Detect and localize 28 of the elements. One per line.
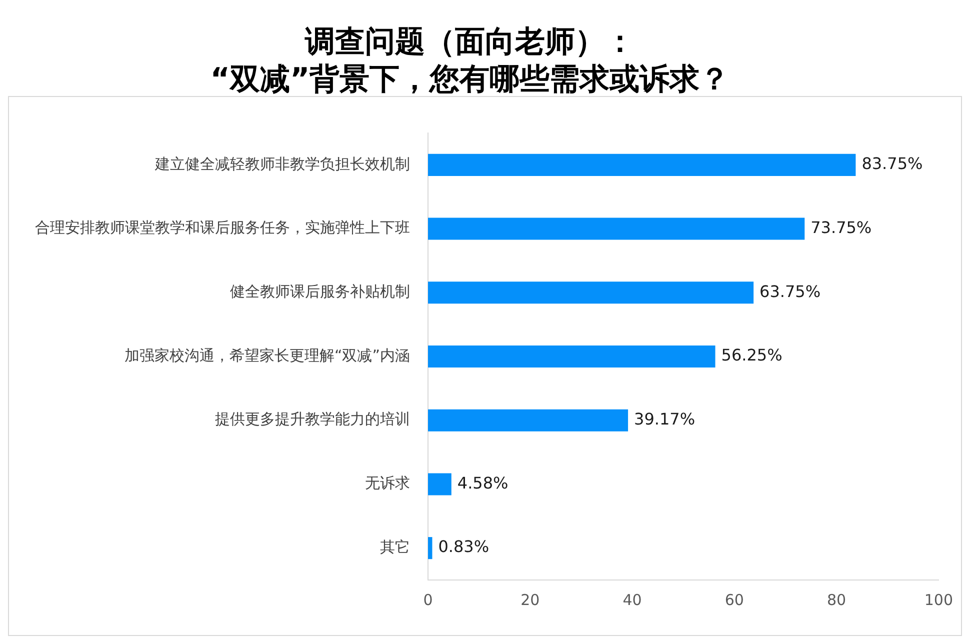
x-tick-label: 60 [724,590,744,609]
data-label: 0.83% [438,537,490,556]
bar [428,218,805,240]
data-label: 56.25% [721,346,782,365]
data-label: 4.58% [457,473,508,492]
y-tick-label: 合理安排教师课堂教学和课后服务任务，实施弹性上下班 [35,218,410,237]
bar [428,537,432,560]
y-tick-label: 健全教师课后服务补贴机制 [230,282,410,301]
x-tick-label: 20 [520,590,540,609]
bar [428,473,452,496]
y-tick-label: 建立健全减轻教师非教学负担长效机制 [154,154,410,173]
x-tick-label: 100 [924,590,954,609]
y-tick-label: 加强家校沟通，希望家长更理解“双减”内涵 [124,346,410,364]
x-tick-label: 0 [423,590,433,609]
bar [428,282,754,304]
bar [428,345,716,368]
y-tick-label: 其它 [380,538,410,556]
x-tick-label: 80 [827,590,846,609]
data-label: 73.75% [810,218,872,237]
data-label: 39.17% [634,410,696,429]
data-label: 63.75% [760,282,821,301]
chart-title: 调查问题（面向老师）： “双减”背景下，您有哪些需求或诉求？ [210,24,730,98]
y-tick-label: 无诉求 [365,474,410,492]
y-tick-label: 提供更多提升教学能力的培训 [215,410,410,428]
bar [428,409,628,432]
data-label: 83.75% [862,154,923,174]
bar [428,154,856,176]
x-tick-label: 40 [622,590,642,609]
